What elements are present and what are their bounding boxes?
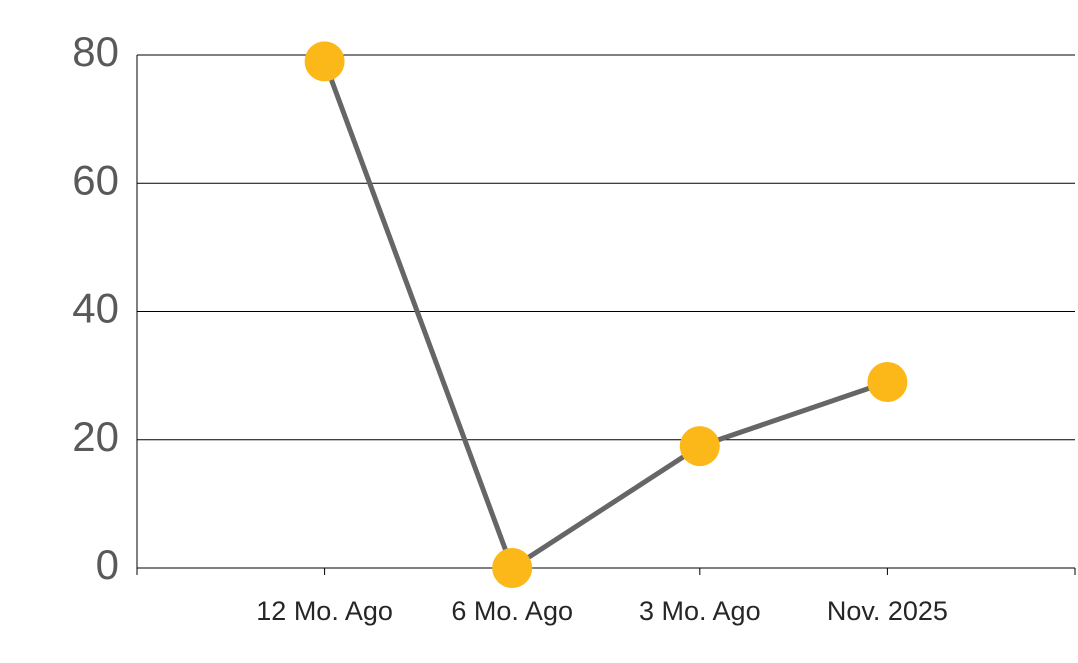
y-tick-label: 40 bbox=[72, 285, 119, 332]
y-tick-label: 0 bbox=[96, 541, 119, 588]
y-tick-label: 80 bbox=[72, 28, 119, 75]
y-tick-label: 60 bbox=[72, 156, 119, 203]
marker bbox=[679, 426, 720, 467]
x-tick-label: 6 Mo. Ago bbox=[451, 596, 573, 626]
marker bbox=[492, 548, 533, 588]
x-tick-label: 12 Mo. Ago bbox=[256, 596, 393, 626]
x-tick-label: Nov. 2025 bbox=[827, 596, 948, 626]
marker bbox=[867, 362, 908, 403]
y-tick-label: 20 bbox=[72, 413, 119, 460]
marker bbox=[304, 41, 345, 82]
x-tick-label: 3 Mo. Ago bbox=[639, 596, 761, 626]
line bbox=[322, 60, 889, 572]
